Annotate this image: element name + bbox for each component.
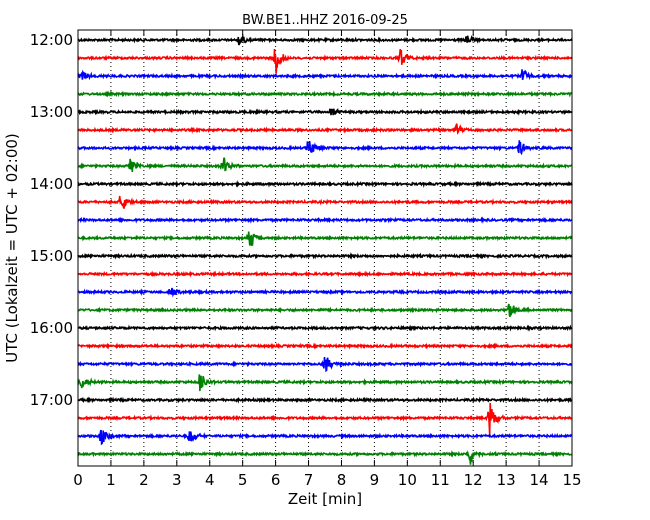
x-tick-label: 6 [271, 471, 281, 489]
trace-1715 [77, 402, 573, 435]
trace-1545 [77, 303, 573, 318]
trace-1500 [77, 252, 573, 260]
x-tick-label: 7 [304, 471, 314, 489]
y-axis-label: UTC (Lokalzeit = UTC + 02:00) [3, 133, 21, 363]
y-tick-label: 14:00 [30, 175, 73, 193]
trace-1415 [77, 195, 573, 209]
x-tick-label: 13 [497, 471, 516, 489]
trace-1200 [77, 34, 573, 46]
trace-1330 [77, 140, 573, 156]
x-tick-label: 4 [205, 471, 215, 489]
x-tick-label: 14 [530, 471, 549, 489]
x-tick-label: 8 [337, 471, 347, 489]
x-tick-label: 9 [370, 471, 380, 489]
trace-1445 [77, 231, 573, 247]
vertical-grid [110, 30, 540, 466]
trace-1345 [77, 157, 573, 172]
trace-1230 [77, 69, 573, 81]
trace-1600 [77, 324, 573, 332]
x-axis-label: Zeit [min] [288, 490, 362, 508]
x-axis-ticks: 0 1 2 3 4 5 6 7 8 9 10 11 12 13 14 15 [73, 30, 582, 489]
y-tick-label: 16:00 [30, 319, 73, 337]
trace-1730 [77, 429, 573, 446]
y-tick-label: 17:00 [30, 391, 73, 409]
y-axis-ticks: 12:00 13:00 14:00 15:00 16:00 17:00 [30, 31, 572, 409]
x-tick-label: 11 [431, 471, 450, 489]
x-tick-label: 2 [139, 471, 149, 489]
trace-1530 [77, 287, 573, 298]
trace-1645 [77, 374, 573, 392]
y-tick-label: 13:00 [30, 103, 73, 121]
plot-frame [77, 29, 573, 467]
x-tick-label: 12 [464, 471, 483, 489]
trace-1700 [77, 396, 573, 404]
trace-1615 [77, 342, 573, 350]
trace-1315 [77, 123, 573, 135]
trace-1745 [77, 450, 573, 465]
chart-title: BW.BE1..HHZ 2016-09-25 [242, 13, 408, 28]
y-tick-label: 15:00 [30, 247, 73, 265]
x-tick-label: 5 [238, 471, 248, 489]
x-tick-label: 15 [562, 471, 581, 489]
x-tick-label: 10 [398, 471, 417, 489]
trace-1630 [77, 356, 573, 373]
trace-1300 [77, 108, 573, 116]
trace-1515 [77, 270, 573, 278]
x-tick-label: 0 [73, 471, 83, 489]
x-tick-label: 1 [106, 471, 116, 489]
x-tick-label: 3 [172, 471, 182, 489]
trace-1430 [77, 216, 572, 225]
y-tick-label: 12:00 [30, 31, 73, 49]
trace-1215 [77, 48, 573, 74]
trace-1245 [77, 90, 573, 98]
trace-lines [77, 34, 573, 465]
trace-1400 [77, 179, 573, 188]
